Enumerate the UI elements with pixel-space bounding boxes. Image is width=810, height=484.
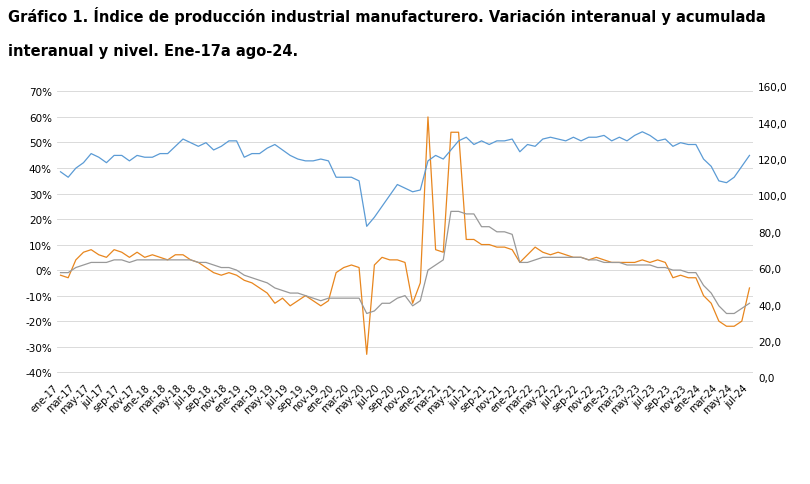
Text: Gráfico 1. Índice de producción industrial manufacturero. Variación interanual y: Gráfico 1. Índice de producción industri… [8,7,765,25]
Text: interanual y nivel. Ene-17a ago-24.: interanual y nivel. Ene-17a ago-24. [8,44,298,59]
